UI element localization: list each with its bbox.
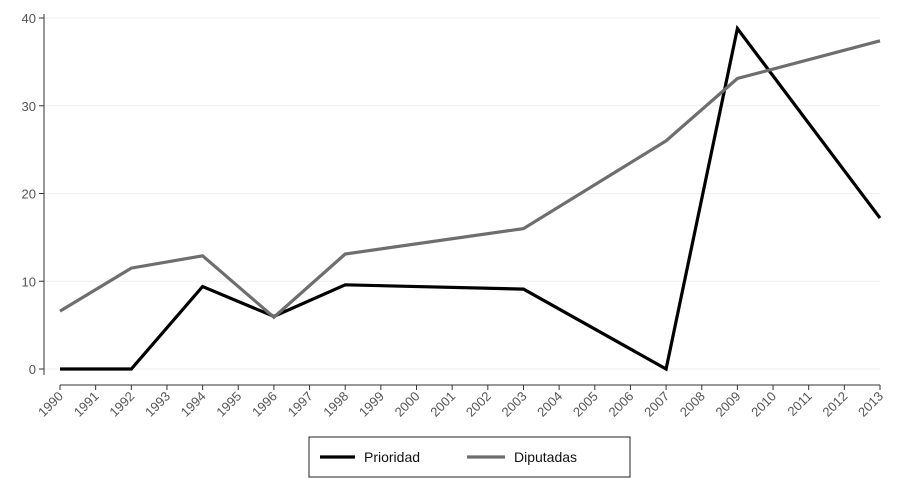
x-tick-label: 1997 xyxy=(285,389,316,420)
legend-label-diputadas: Diputadas xyxy=(514,449,577,465)
series-lines xyxy=(59,24,882,372)
legend: Prioridad Diputadas xyxy=(308,436,631,478)
x-tick-label: 1992 xyxy=(106,389,137,420)
x-tick-label: 1999 xyxy=(356,389,387,420)
x-tick-label: 2012 xyxy=(819,389,850,420)
y-tick-label: 40 xyxy=(22,11,36,26)
grid-lines xyxy=(44,17,880,370)
x-tick-label: 2000 xyxy=(392,389,423,420)
x-tick-label: 2011 xyxy=(784,389,814,419)
x-tick-label: 2002 xyxy=(463,389,494,420)
x-tick-label: 2013 xyxy=(855,389,886,420)
x-tick-label: 2001 xyxy=(427,389,458,420)
x-tick-label: 2010 xyxy=(748,389,779,420)
x-tick-label: 2005 xyxy=(570,389,601,420)
x-tick-label: 1993 xyxy=(142,389,173,420)
x-tick-label: 1990 xyxy=(35,389,66,420)
legend-label-prioridad: Prioridad xyxy=(364,449,420,465)
x-tick-label: 2006 xyxy=(605,389,636,420)
x-tick-label: 1994 xyxy=(178,389,209,420)
x-tick-label: 1998 xyxy=(320,389,351,420)
x-tick-label: 1991 xyxy=(71,389,102,420)
series-line-diputadas xyxy=(59,39,881,320)
x-tick-label: 2004 xyxy=(534,389,565,420)
y-tick-label: 10 xyxy=(22,274,36,289)
y-tick-label: 20 xyxy=(22,187,36,202)
y-tick-label: 30 xyxy=(22,99,36,114)
y-tick-label: 0 xyxy=(29,362,36,377)
x-tick-label: 2007 xyxy=(641,389,672,420)
x-tick-label: 2008 xyxy=(677,389,708,420)
x-tick-label: 2003 xyxy=(499,389,530,420)
x-tick-label: 1995 xyxy=(213,389,244,420)
x-tick-label: 1996 xyxy=(249,389,280,420)
x-tick-label: 2009 xyxy=(712,389,743,420)
series-line-prioridad xyxy=(60,24,882,372)
